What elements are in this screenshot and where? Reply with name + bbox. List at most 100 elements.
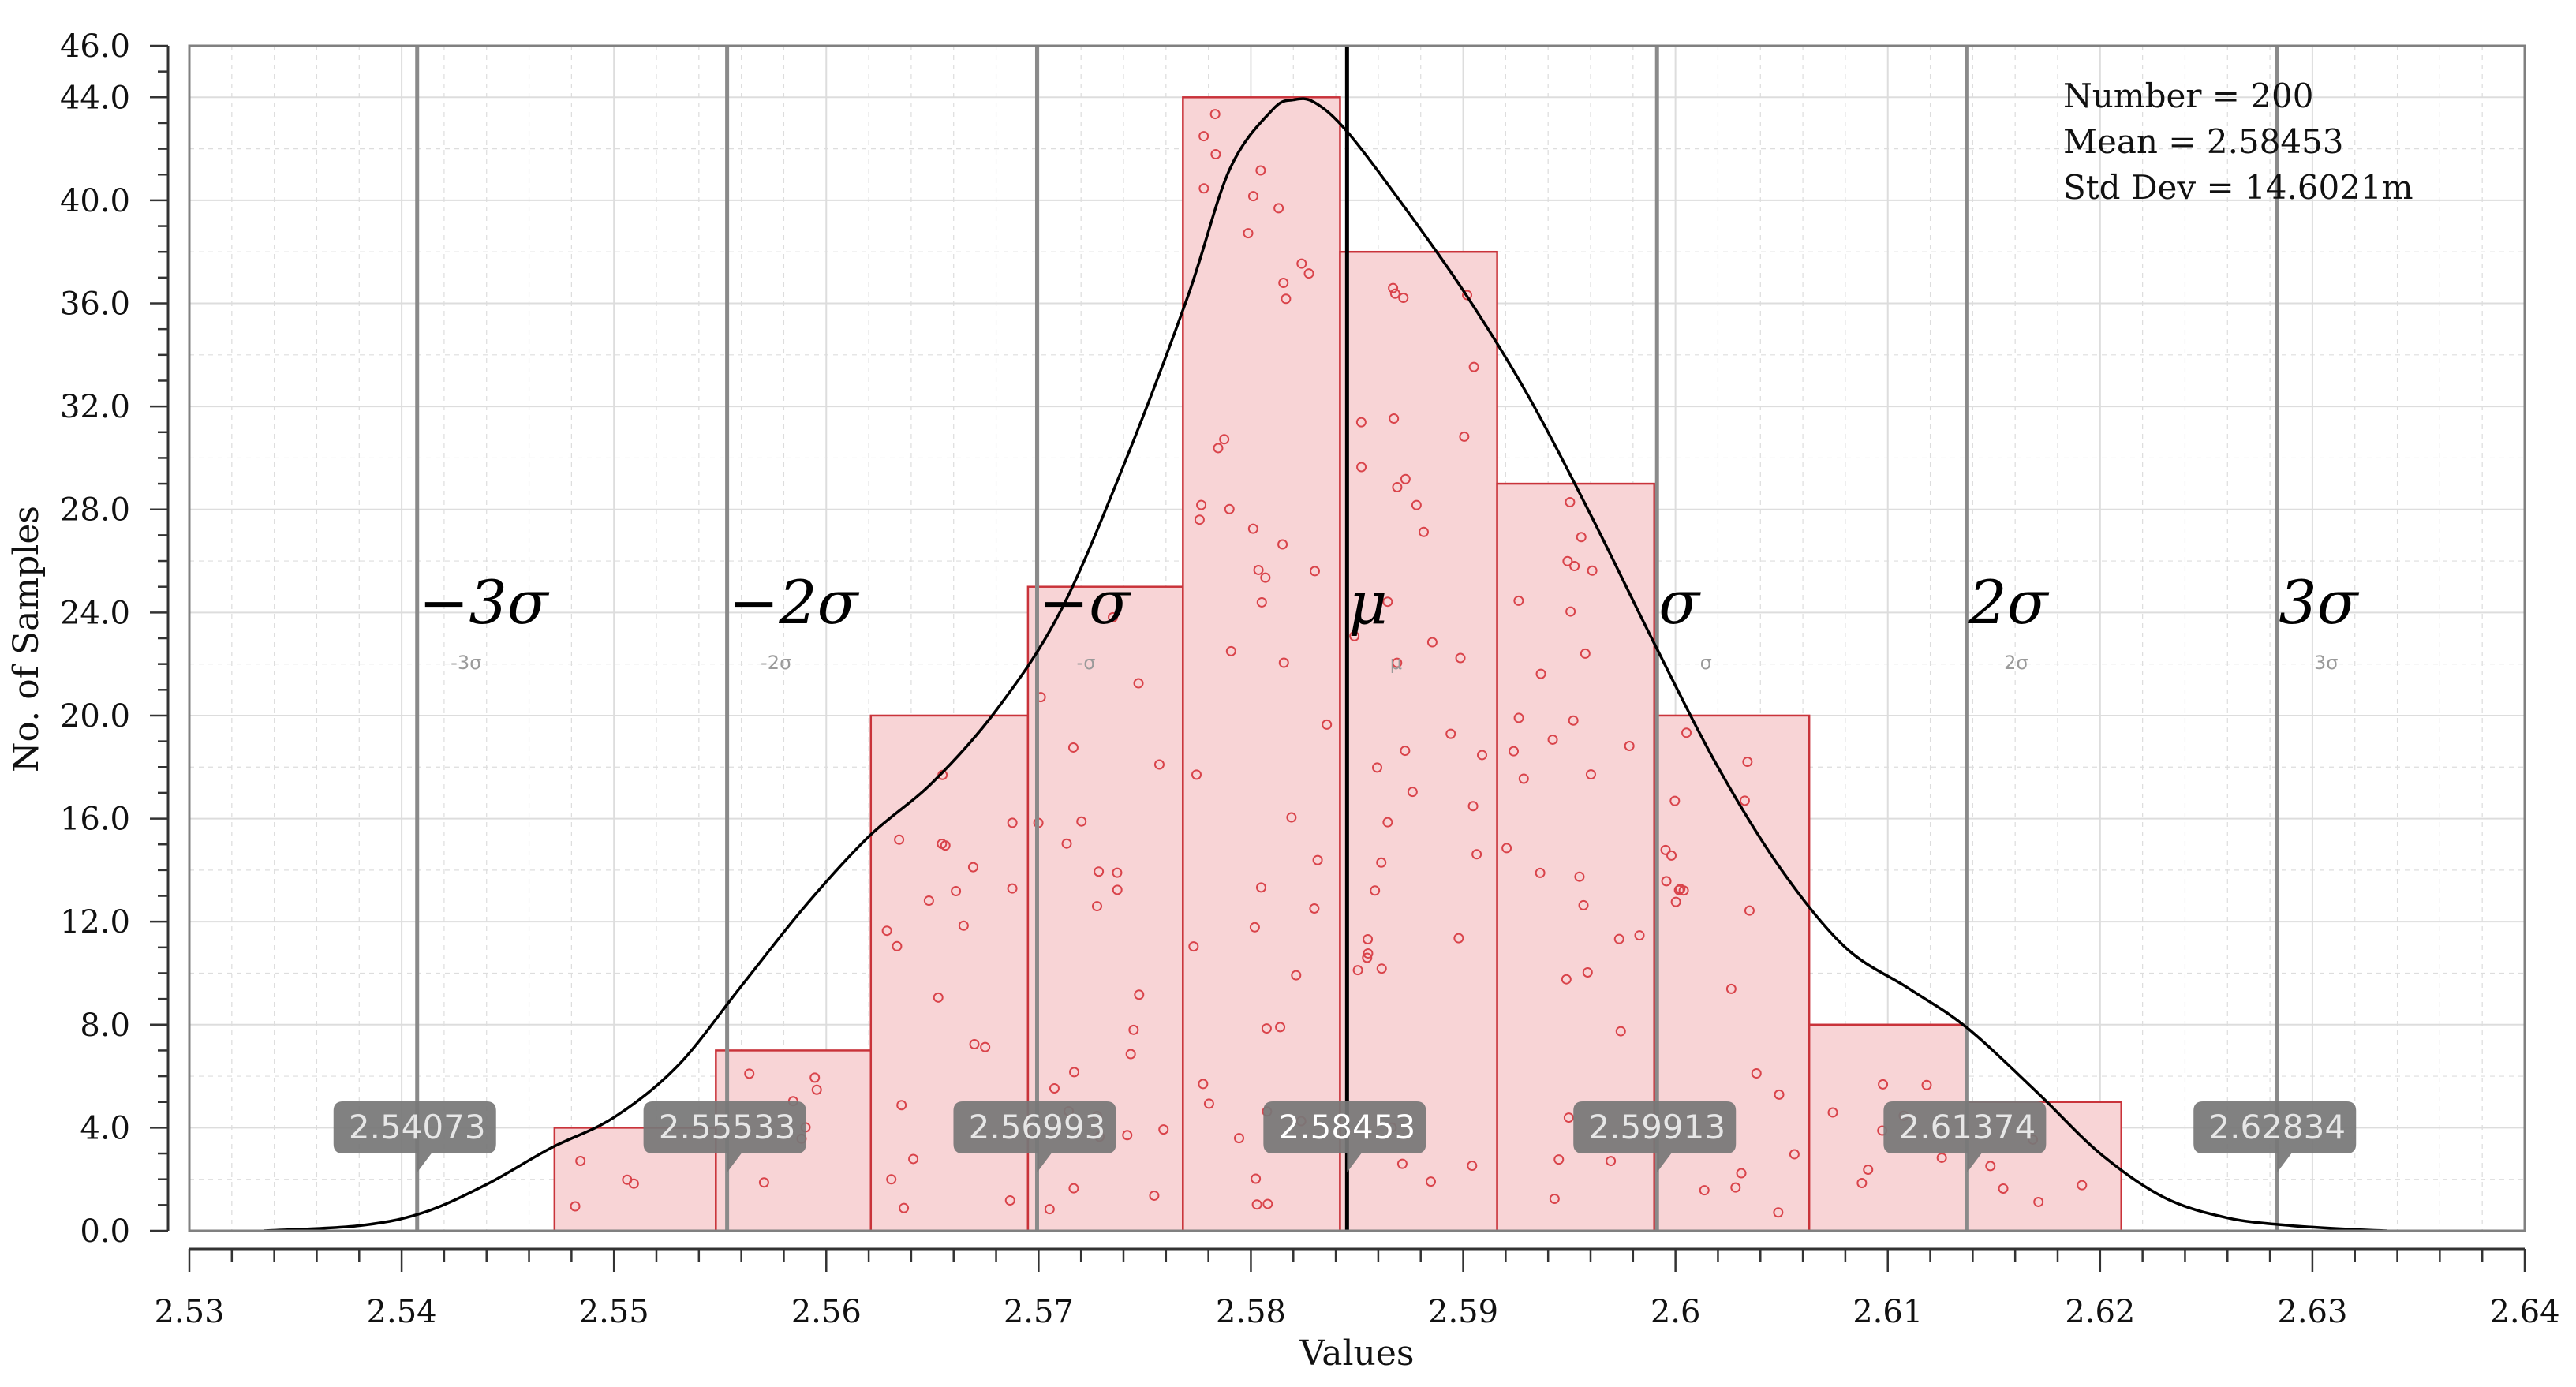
sample-point [1467,1161,1478,1172]
stats-box: Number = 200 Mean = 2.58453 Std Dev = 14… [2063,77,2413,207]
sample-point [1061,838,1072,849]
y-tick-label: 12.0 [60,904,130,940]
sample-point [1225,645,1236,656]
sample-point [622,1174,633,1185]
sample-point [1067,742,1079,753]
sigma-sublabel: -2σ [761,652,791,674]
callout-value: 2.59913 [1588,1108,1725,1146]
callout-value: 2.62834 [2208,1108,2346,1146]
sample-point [1582,966,1593,978]
sample-point [896,1100,907,1111]
sample-point [1198,183,1209,194]
sample-point [1669,795,1681,806]
value-callout: 2.58453 [1263,1101,1426,1172]
x-tick-label: 2.6 [1651,1294,1701,1330]
sample-point [1198,131,1209,142]
sample-point [1455,652,1466,664]
sample-point [1234,1133,1245,1144]
sample-point [1303,268,1314,279]
sample-point [1863,1164,1874,1175]
sample-point [1133,678,1144,689]
sample-point [1535,668,1546,679]
sample-point [1203,1098,1214,1109]
sample-point [1094,866,1105,877]
sample-point [886,1174,897,1185]
callout-value: 2.61374 [1899,1108,2036,1146]
value-callout: 2.55533 [643,1101,806,1172]
y-tick-label: 20.0 [60,698,130,735]
sample-point [1985,1161,1996,1172]
callout-value: 2.55533 [659,1108,796,1146]
sample-point [809,1072,821,1083]
sample-point [967,862,978,873]
sigma-sublabel: 3σ [2314,652,2338,674]
sample-point [1261,1023,1272,1034]
sample-point [1376,963,1387,974]
sample-point [1219,434,1230,445]
x-tick-label: 2.62 [2065,1294,2135,1330]
callout-bubble [1573,1101,1737,1172]
sample-point [1296,258,1307,269]
sample-point [1535,867,1546,878]
sample-point [1247,191,1258,202]
density-curve-group [264,97,2387,1232]
sample-point [894,834,905,845]
x-tick-label: 2.59 [1428,1294,1498,1330]
sample-point [1278,278,1289,289]
stats-number: Number = 200 [2063,77,2314,115]
sample-point [1255,882,1266,893]
sample-point [1398,293,1409,304]
y-tick-label: 4.0 [80,1110,130,1146]
plot-frame [188,44,2526,1232]
sample-point [1562,555,1573,566]
sample-point [1275,1022,1286,1033]
sample-point [1661,876,1672,887]
sample-point [1194,514,1205,525]
sample-point [1251,1199,1262,1210]
y-tick-label: 44.0 [60,80,130,116]
sample-point [1309,903,1320,914]
sample-point [1278,657,1289,668]
sample-point [1044,1204,1055,1215]
histogram-bar [1339,250,1498,1232]
sample-point [940,840,951,851]
sample-point [1196,499,1207,510]
value-callout: 2.61374 [1883,1101,2047,1172]
sample-point [1277,539,1288,550]
sample-point [1565,606,1576,617]
sample-point [1563,1112,1574,1123]
sample-point [1253,564,1264,575]
value-callout: 2.56993 [953,1101,1116,1172]
y-tick-label: 24.0 [60,595,130,631]
sample-point [758,1177,769,1188]
callout-bubble [2193,1101,2357,1172]
sample-point [969,1039,980,1050]
sample-point [1389,288,1400,299]
sample-point [1878,1079,1889,1090]
sample-point [1501,843,1512,854]
sample-point [1445,728,1456,739]
sigma-label: 2σ [1968,567,2049,637]
sample-point [1273,203,1284,214]
sample-point [1613,933,1624,944]
sample-point [1681,727,1692,738]
sample-point [1068,1183,1079,1194]
sample-point [1471,849,1482,860]
sample-point [1751,1068,1762,1079]
sample-point [881,925,892,937]
sample-point [1580,648,1591,659]
x-axis-label: Values [1299,1333,1415,1374]
sample-point [1209,109,1221,120]
sample-point [1262,1198,1273,1209]
sample-point [1513,712,1524,723]
sample-point [1112,884,1123,895]
sample-point [1388,282,1399,293]
sample-point [1553,1154,1565,1165]
sample-point [1149,1190,1160,1201]
sample-point [1362,952,1373,963]
sample-point [1312,854,1323,865]
stats-std-dev: Std Dev = 14.6021m [2063,168,2413,207]
sample-point [1392,657,1403,668]
sample-point [1774,1089,1785,1100]
